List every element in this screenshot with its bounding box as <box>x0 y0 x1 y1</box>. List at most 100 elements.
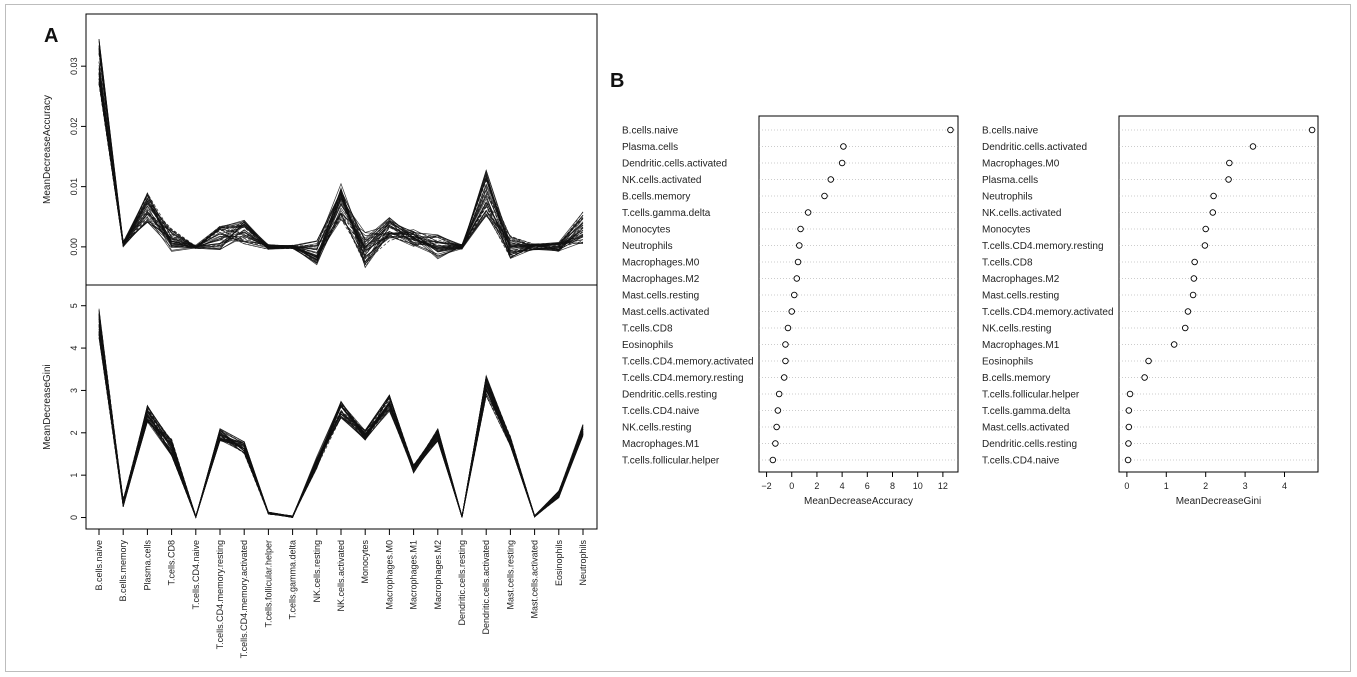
b-left-row-label: Macrophages.M1 <box>622 439 700 450</box>
b-right-point <box>1124 456 1132 464</box>
b-left-plot-box <box>758 115 959 473</box>
b-right-point <box>1125 423 1133 431</box>
b-right-point <box>1189 291 1197 299</box>
b-left-row-label: Macrophages.M0 <box>622 258 700 269</box>
a-bottom-run-line <box>98 328 584 518</box>
a-xtick-label: Macrophages.M0 <box>384 540 394 610</box>
a-bottom-run-line <box>98 334 584 518</box>
b-left-xlabel: MeanDecreaseAccuracy <box>804 496 913 507</box>
panel-a-plots: 0.00 0.01 0.02 0.03 MeanDecreaseAccuracy 0 1 2 3… <box>42 13 598 658</box>
b-right-row-label: Dendritic.cells.activated <box>982 142 1087 153</box>
a-bottom-run-line <box>98 313 584 518</box>
a-bottom-run-line <box>98 314 584 519</box>
b-right-row-label: T.cells.CD8 <box>982 258 1033 269</box>
b-right-row-label: Macrophages.M0 <box>982 159 1060 170</box>
b-left-row-label: T.cells.CD4.naive <box>622 406 700 417</box>
b-right-row-label: T.cells.CD4.memory.activated <box>982 307 1114 318</box>
a-bottom-ytick-label: 1 <box>69 473 79 478</box>
a-bottom-run-line <box>98 334 584 518</box>
a-xtick-label: B.cells.memory <box>118 540 128 602</box>
a-bottom-run-line <box>98 328 584 518</box>
a-bottom-ytick-label: 3 <box>69 388 79 393</box>
b-left-point <box>773 423 780 431</box>
b-left-row-label: Neutrophils <box>622 241 673 252</box>
b-right-row-label: Macrophages.M2 <box>982 274 1060 285</box>
a-bottom-run-line <box>98 323 584 518</box>
a-xtick-label: Macrophages.M2 <box>433 540 443 610</box>
b-left-row-label: T.cells.gamma.delta <box>622 208 711 219</box>
a-xtick-label: T.cells.CD8 <box>167 540 177 586</box>
b-left-row-label: T.cells.CD4.memory.resting <box>622 373 744 384</box>
b-left-point <box>804 209 812 216</box>
a-bottom-run-line <box>98 337 584 519</box>
b-right-plot-box <box>1118 115 1319 473</box>
a-top-run-line <box>98 50 584 258</box>
b-right-point <box>1226 159 1233 167</box>
a-xtick-label: Eosinophils <box>554 540 564 587</box>
b-right-row-label: Monocytes <box>982 225 1030 236</box>
a-top-run-line <box>98 44 584 260</box>
a-top-run-line <box>98 47 584 254</box>
b-left-point <box>947 126 954 134</box>
b-left-point <box>791 291 798 299</box>
a-xtick-label: Mast.cells.activated <box>530 540 540 619</box>
b-left-row-label: Mast.cells.activated <box>622 307 709 318</box>
b-right-point <box>1201 242 1209 249</box>
b-left-point <box>796 242 803 249</box>
a-bottom-run-line <box>98 311 584 518</box>
a-bottom-run-line <box>98 332 584 518</box>
b-left-point <box>788 308 795 315</box>
a-bottom-run-line <box>98 337 584 519</box>
a-top-ytick-label: 0.03 <box>69 57 79 75</box>
b-right-row-label: Mast.cells.resting <box>982 291 1059 302</box>
b-left-xtick-label: 4 <box>840 481 845 491</box>
b-left-xtick-label: 6 <box>865 481 870 491</box>
b-right-point <box>1141 374 1148 381</box>
b-right-row-label: NK.cells.resting <box>982 324 1051 335</box>
a-bottom-run-line <box>98 333 584 517</box>
b-right-row-label: T.cells.follicular.helper <box>982 390 1080 401</box>
a-top-run-line <box>98 48 584 257</box>
a-bottom-run-line <box>98 326 584 519</box>
b-left-point <box>782 357 789 365</box>
a-top-run-line <box>98 61 584 263</box>
a-bottom-ytick-label: 0 <box>69 515 79 520</box>
b-right-xtick-label: 0 <box>1124 481 1129 491</box>
a-bottom-ytick-label: 2 <box>69 430 79 435</box>
a-xtick-label: T.cells.CD4.memory.activated <box>239 540 249 658</box>
a-xtick-label: T.cells.follicular.helper <box>263 540 273 628</box>
b-right-point <box>1191 258 1198 266</box>
b-left-point <box>780 374 788 381</box>
a-xtick-label: Neutrophils <box>578 540 588 586</box>
a-xtick-label: T.cells.gamma.delta <box>288 540 298 620</box>
b-right-xtick-label: 3 <box>1243 481 1248 491</box>
a-bottom-run-line <box>98 319 584 519</box>
b-left-point <box>794 258 802 266</box>
b-left-xtick-label: 2 <box>814 481 819 491</box>
a-bottom-run-line <box>98 324 584 519</box>
a-top-run-line <box>98 81 584 261</box>
panel-a-label: A <box>44 25 58 47</box>
b-right-row-label: NK.cells.activated <box>982 208 1061 219</box>
a-xtick-label: Dendritic.cells.activated <box>481 540 491 635</box>
b-right-row-label: Eosinophils <box>982 357 1033 368</box>
b-right-point <box>1145 357 1152 365</box>
a-top-run-line <box>98 78 584 264</box>
b-left-xtick-label: −2 <box>761 481 771 491</box>
b-left-row-label: B.cells.naive <box>622 126 679 137</box>
a-bottom-run-line <box>98 321 584 518</box>
b-right-row-label: T.cells.CD4.memory.resting <box>982 241 1104 252</box>
a-top-ytick-label: 0.00 <box>69 238 79 256</box>
b-left-row-label: Eosinophils <box>622 340 673 351</box>
a-bottom-ytick-label: 5 <box>69 303 79 308</box>
b-right-row-label: T.cells.CD4.naive <box>982 456 1060 467</box>
a-bottom-run-line <box>98 333 584 519</box>
a-top-run-line <box>98 39 584 259</box>
b-left-point <box>784 324 792 332</box>
b-right-xtick-label: 1 <box>1164 481 1169 491</box>
a-top-run-line <box>98 46 584 259</box>
b-right-xtick-label: 4 <box>1282 481 1287 491</box>
b-right-point <box>1249 143 1257 150</box>
b-right-xtick-label: 2 <box>1203 481 1208 491</box>
b-left-row-label: Plasma.cells <box>622 142 678 153</box>
